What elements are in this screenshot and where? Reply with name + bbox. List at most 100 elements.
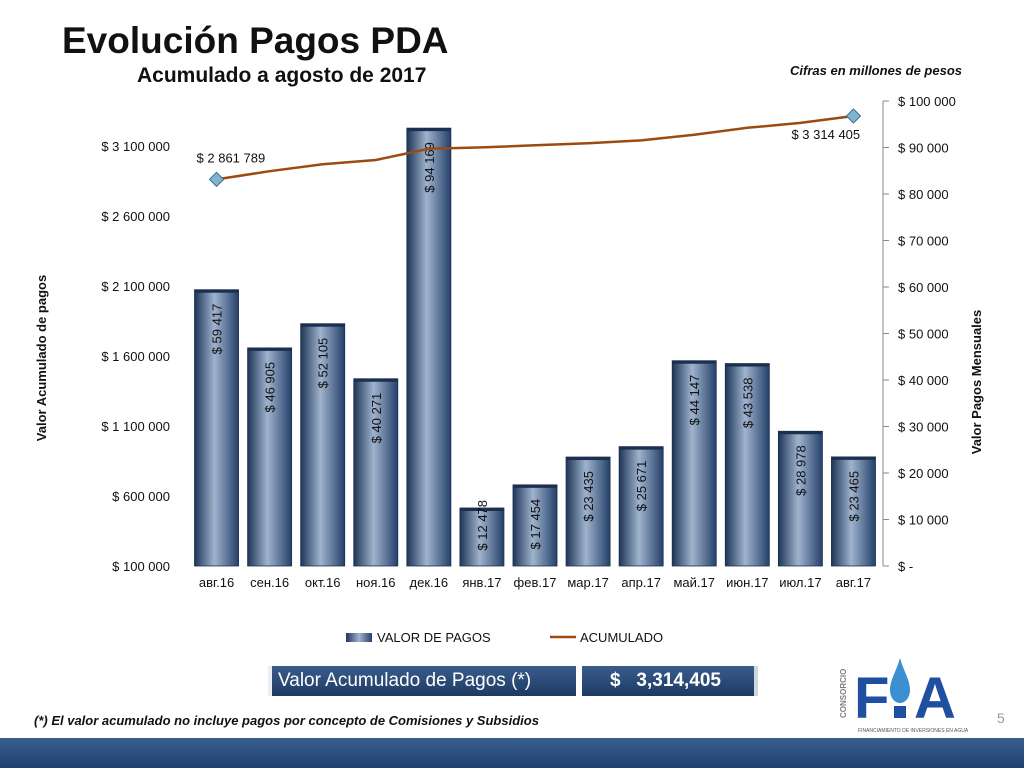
left-tick-label: $ 2 600 000 — [101, 209, 170, 224]
right-axis-title: Valor Pagos Mensuales — [969, 310, 984, 455]
x-tick-label: мар.17 — [567, 575, 608, 590]
bar — [565, 456, 611, 567]
bar — [353, 378, 399, 567]
x-tick-label: авг.16 — [199, 575, 234, 590]
x-tick-label: ноя.16 — [356, 575, 396, 590]
right-tick-label: $ - — [898, 559, 913, 574]
page-number: 5 — [997, 710, 1005, 726]
left-tick-label: $ 2 100 000 — [101, 279, 170, 294]
bar-value-label: $ 23 465 — [846, 471, 861, 522]
bar — [194, 289, 239, 567]
accumulated-line: $ 2 861 789 $ 3 314 405 — [197, 108, 862, 188]
bar-cap — [778, 431, 823, 435]
x-tick-label: янв.17 — [462, 575, 501, 590]
bar-cap — [459, 507, 504, 511]
x-tick-label: июл.17 — [779, 575, 821, 590]
consorcio-fia-logo: CONSORCIO F A FINANCIAMIENTO DE INVERSIO… — [839, 658, 969, 734]
bar — [671, 360, 717, 567]
bar-cap — [566, 457, 611, 461]
page-title: Evolución Pagos PDA — [62, 20, 449, 61]
total-value: 3,314,405 — [636, 670, 721, 691]
right-tick-label: $ 20 000 — [898, 466, 949, 481]
left-tick-label: $ 100 000 — [112, 559, 170, 574]
accumulated-line-path — [216, 114, 854, 181]
bar-value-label: $ 59 417 — [210, 304, 225, 355]
right-tick-label: $ 30 000 — [898, 420, 949, 435]
bar — [300, 323, 346, 567]
bar-value-labels: $ 59 417 $ 46 905 $ 52 105 $ 40 271 $ 94 169… — [210, 142, 862, 550]
line-point-label: $ 3 314 405 — [791, 127, 860, 142]
x-tick-label: май.17 — [673, 575, 715, 590]
bar-cap — [194, 289, 239, 293]
right-axis: $ - $ 10 000 $ 20 000 $ 30 000 $ 40 000 $ 50 … — [882, 94, 956, 574]
svg-text:F: F — [854, 666, 889, 731]
left-axis-title: Valor Acumulado de pagos — [34, 275, 49, 441]
right-tick-label: $ 60 000 — [898, 280, 949, 295]
bar-cap — [512, 484, 558, 488]
bar-cap — [300, 323, 345, 327]
x-axis-ticks: авг.16 сен.16 окт.16 ноя.16 дек.16 янв.17 фев.… — [199, 575, 871, 590]
x-tick-label: фев.17 — [514, 575, 557, 590]
bar-value-label: $ 25 671 — [634, 461, 649, 512]
bar-cap — [406, 128, 451, 132]
right-tick-label: $ 90 000 — [898, 141, 949, 156]
bar-value-label: $ 52 105 — [316, 338, 331, 389]
bar-value-label: $ 40 271 — [369, 393, 384, 444]
bar-value-label: $ 23 435 — [581, 471, 596, 522]
bar-cap — [619, 446, 664, 450]
bar-cap — [672, 360, 717, 364]
total-currency: $ — [610, 670, 621, 691]
legend: VALOR DE PAGOS ACUMULADO — [346, 630, 663, 645]
bar — [247, 347, 293, 567]
right-tick-label: $ 50 000 — [898, 327, 949, 342]
total-label: Valor Acumulado de Pagos (*) — [268, 666, 576, 696]
bar — [459, 507, 505, 567]
page-subtitle: Acumulado a agosto de 2017 — [137, 64, 427, 87]
payments-chart: $ 100 000 $ 600 000 $ 1 100 000 $ 1 600 000… — [34, 94, 984, 645]
x-tick-label: дек.16 — [410, 575, 449, 590]
bar-cap — [831, 456, 876, 460]
right-tick-label: $ 100 000 — [898, 94, 956, 109]
bar-cap — [247, 347, 292, 351]
svg-text:CONSORCIO: CONSORCIO — [839, 669, 848, 718]
right-tick-label: $ 10 000 — [898, 513, 949, 528]
bar — [724, 363, 770, 567]
x-tick-label: июн.17 — [726, 575, 768, 590]
bar-cap — [353, 378, 398, 382]
right-tick-label: $ 40 000 — [898, 373, 949, 388]
left-axis: $ 100 000 $ 600 000 $ 1 100 000 $ 1 600 000… — [101, 139, 170, 574]
bar-cap — [725, 363, 770, 367]
bar-value-label: $ 17 454 — [528, 499, 543, 550]
x-tick-label: авг.17 — [836, 575, 871, 590]
legend-bar-label: VALOR DE PAGOS — [377, 630, 491, 645]
bar — [512, 484, 558, 567]
units-note: Cifras en millones de pesos — [790, 63, 962, 78]
bar-value-label: $ 12 478 — [475, 500, 490, 551]
right-tick-label: $ 70 000 — [898, 234, 949, 249]
left-tick-label: $ 3 100 000 — [101, 139, 170, 154]
bar-value-label: $ 43 538 — [740, 378, 755, 429]
bar-value-label: $ 28 978 — [793, 445, 808, 496]
x-tick-label: окт.16 — [305, 575, 341, 590]
bar-value-label: $ 94 169 — [422, 142, 437, 193]
left-tick-label: $ 1 100 000 — [101, 419, 170, 434]
bar-value-label: $ 46 905 — [263, 362, 278, 413]
bottom-band — [0, 738, 1024, 768]
right-tick-label: $ 80 000 — [898, 187, 949, 202]
bar — [406, 127, 452, 567]
x-tick-label: сен.16 — [250, 575, 289, 590]
line-marker — [845, 108, 862, 124]
total-summary: Valor Acumulado de Pagos (*) $ 3,314,405 — [268, 666, 758, 696]
svg-text:A: A — [914, 666, 956, 731]
x-tick-label: апр.17 — [621, 575, 661, 590]
bar — [831, 456, 876, 567]
bar — [777, 430, 823, 567]
footnote: (*) El valor acumulado no incluye pagos … — [34, 713, 539, 728]
line-marker — [208, 171, 225, 188]
svg-text:FINANCIAMIENTO DE INVERSIONES: FINANCIAMIENTO DE INVERSIONES EN AGUA — [858, 728, 969, 734]
left-tick-label: $ 1 600 000 — [101, 349, 170, 364]
legend-bar-swatch — [346, 633, 372, 642]
bar-series — [194, 127, 876, 567]
bar — [618, 446, 664, 567]
left-tick-label: $ 600 000 — [112, 489, 170, 504]
